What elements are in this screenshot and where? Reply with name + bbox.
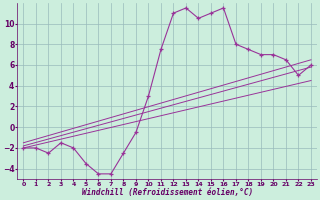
X-axis label: Windchill (Refroidissement éolien,°C): Windchill (Refroidissement éolien,°C): [82, 188, 253, 197]
